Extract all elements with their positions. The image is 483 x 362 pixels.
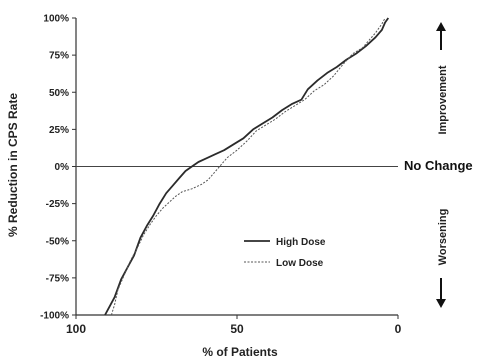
x-tick-label: 50 — [230, 322, 244, 336]
y-tick-label: -100% — [40, 311, 69, 322]
up-arrowhead-icon — [436, 22, 446, 31]
y-tick-label: -75% — [46, 273, 69, 284]
y-tick-label: 0% — [55, 162, 70, 173]
legend: High Dose Low Dose — [244, 237, 326, 269]
series-line-high-dose — [104, 17, 390, 316]
legend-label-low-dose: Low Dose — [276, 258, 324, 269]
y-tick-label: 50% — [49, 88, 69, 99]
y-tick-label: 100% — [43, 14, 69, 25]
down-arrowhead-icon — [436, 299, 446, 308]
worsening-indicator: Worsening — [436, 209, 449, 308]
series-line-low-dose — [110, 17, 386, 316]
y-axis-label: % Reduction in CPS Rate — [6, 93, 20, 237]
y-tick-label: 75% — [49, 51, 69, 62]
improvement-label: Improvement — [437, 65, 449, 134]
y-tick-label: -50% — [46, 236, 69, 247]
no-change-label: No Change — [404, 158, 473, 173]
worsening-label: Worsening — [437, 209, 449, 266]
y-ticks: 100% 75% 50% 25% 0% -25% -50% -75% -100% — [40, 14, 76, 322]
improvement-indicator: Improvement — [436, 22, 449, 135]
x-tick-label: 100 — [66, 322, 86, 336]
y-tick-label: -25% — [46, 199, 69, 210]
series-group — [104, 17, 390, 316]
x-ticks: 100 50 0 — [66, 315, 402, 336]
x-tick-label: 0 — [395, 322, 402, 336]
legend-label-high-dose: High Dose — [276, 237, 326, 248]
x-axis-label: % of Patients — [202, 345, 278, 359]
y-tick-label: 25% — [49, 125, 69, 136]
